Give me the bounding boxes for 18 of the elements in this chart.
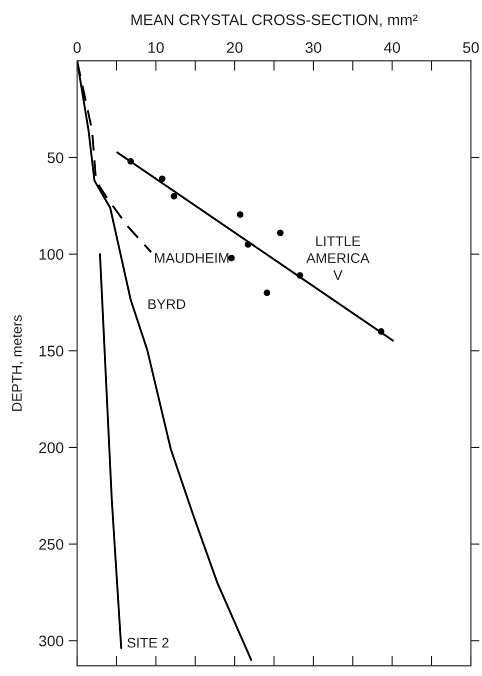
y-tick-label: 250 [39,538,64,550]
y-tick-label: 50 [48,152,64,164]
series-label: SITE 2 [127,638,169,648]
y-tick-label: 300 [39,636,64,646]
x-axis-title: MEAN CRYSTAL CROSS-SECTION, mm² [132,14,418,28]
x-tick-label: 20 [226,42,243,53]
x-tick-label: 50 [463,42,479,53]
series-label: LITTLE AMERICA V [306,236,370,280]
y-axis-title: DEPTH, meters [12,315,24,411]
y-tick-label: 100 [40,249,64,260]
series-label: BYRD [148,299,186,309]
x-tick-label: 10 [148,42,164,53]
y-tick-label: 200 [39,442,64,454]
y-tick-label: 150 [40,346,64,356]
x-tick-label: 30 [305,42,322,53]
series-label: MAUDHEIM [155,253,228,263]
x-tick-label: 0 [73,42,81,53]
x-tick-label: 40 [384,42,400,53]
